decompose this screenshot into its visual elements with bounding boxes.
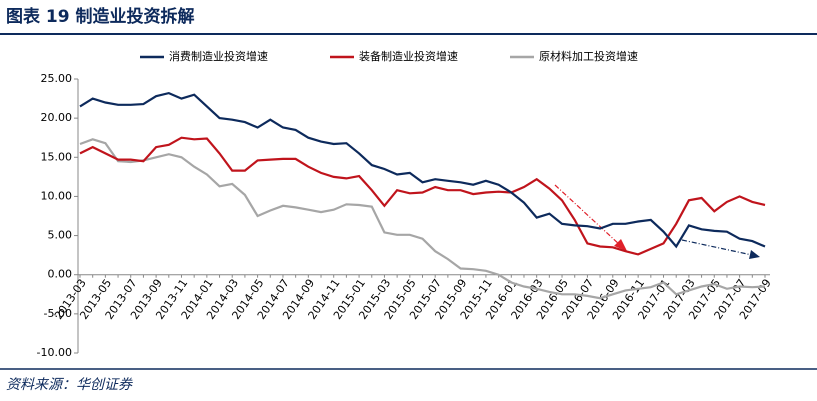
y-tick-label: -5.00	[44, 307, 72, 320]
annotation-arrow	[681, 239, 753, 256]
y-tick-label: 10.00	[41, 189, 73, 202]
y-tick-label: -10.00	[37, 346, 72, 359]
series-line	[79, 138, 766, 300]
y-tick-label: 0.00	[48, 268, 73, 281]
y-tick-label: 5.00	[48, 229, 73, 242]
y-tick-label: 20.00	[41, 111, 73, 124]
arrow-head	[749, 250, 760, 259]
y-tick-label: 15.00	[41, 150, 73, 163]
chart-title: 图表 19 制造业投资拆解	[6, 6, 195, 27]
legend-label: 装备制造业投资增速	[359, 49, 458, 63]
series-line	[79, 136, 766, 256]
arrow-head	[614, 239, 627, 251]
legend-label: 原材料加工投资增速	[539, 49, 638, 63]
annotation-arrow	[554, 184, 621, 246]
series-line	[79, 91, 766, 249]
legend-label: 消费制造业投资增速	[169, 49, 268, 63]
source: 资料来源：华创证券	[6, 377, 133, 393]
y-tick-label: 25.00	[41, 72, 73, 85]
